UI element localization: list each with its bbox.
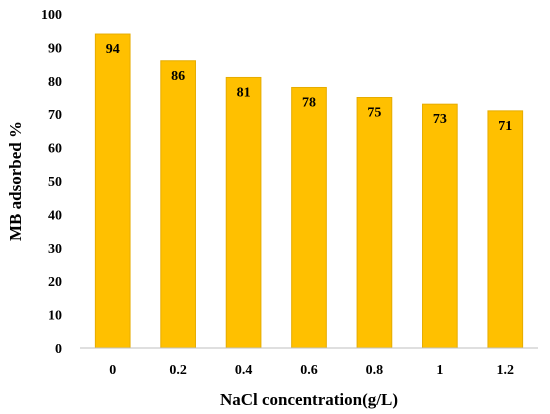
bar-data-label: 73 <box>433 112 447 127</box>
x-tick-label: 1.2 <box>497 363 515 378</box>
y-tick-label: 30 <box>48 242 62 257</box>
bar-data-label: 94 <box>106 42 120 57</box>
bar-data-label: 75 <box>367 106 381 121</box>
bar <box>160 60 196 349</box>
y-tick-label: 50 <box>48 175 62 190</box>
x-tick-label: 0.2 <box>169 363 187 378</box>
x-axis-title: NaCl concentration(g/L) <box>220 390 398 409</box>
y-tick-label: 10 <box>48 309 62 324</box>
bar <box>422 103 458 349</box>
bar-data-label: 71 <box>498 119 512 134</box>
y-axis-ticks: 0 10 20 30 40 50 60 70 80 90 100 <box>41 8 62 357</box>
x-axis-ticks: 0 0.2 0.4 0.6 0.8 1 1.2 <box>109 363 514 378</box>
bar <box>487 110 524 349</box>
bar-data-label: 86 <box>171 69 185 84</box>
x-tick-label: 1 <box>436 363 443 378</box>
x-tick-label: 0 <box>109 363 116 378</box>
bar-data-label: 81 <box>237 85 251 100</box>
y-tick-label: 20 <box>48 275 62 290</box>
bars <box>94 33 524 349</box>
bar <box>291 86 327 349</box>
bar <box>225 76 262 349</box>
y-tick-label: 70 <box>48 108 62 123</box>
x-tick-label: 0.6 <box>300 363 318 378</box>
y-tick-label: 40 <box>48 208 62 223</box>
y-tick-label: 80 <box>48 75 62 90</box>
y-tick-label: 90 <box>48 41 62 56</box>
x-tick-label: 0.4 <box>235 363 253 378</box>
bar <box>94 33 131 349</box>
y-tick-label: 0 <box>55 342 62 357</box>
x-tick-label: 0.8 <box>366 363 384 378</box>
bar <box>356 97 393 349</box>
data-labels: 94 86 81 78 75 73 71 <box>106 42 513 134</box>
bar-data-label: 78 <box>302 95 316 110</box>
y-axis-title: MB adsorbed % <box>6 121 25 241</box>
y-tick-label: 100 <box>41 8 62 23</box>
y-tick-label: 60 <box>48 142 62 157</box>
